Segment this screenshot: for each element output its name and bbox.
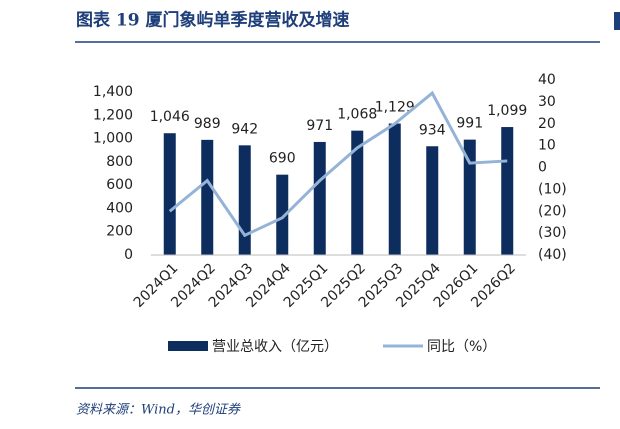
- legend-label: 同比（%）: [427, 339, 496, 355]
- data-label: 1,129: [375, 100, 415, 116]
- bar: [201, 139, 214, 255]
- bar: [313, 141, 326, 255]
- bar: [426, 146, 439, 255]
- y2-tick-label: 20: [538, 116, 556, 132]
- data-label: 991: [456, 116, 483, 132]
- y-tick-label: 1,000: [93, 131, 133, 147]
- data-label: 690: [269, 151, 296, 167]
- source: 资料来源：Wind，华创证券: [76, 403, 241, 418]
- data-label: 1,068: [337, 107, 377, 123]
- next-panel-edge: [614, 12, 620, 30]
- bar: [463, 139, 476, 255]
- bar: [276, 174, 289, 255]
- y2-tick-label: 0: [538, 160, 547, 176]
- y-tick-label: 0: [124, 247, 133, 263]
- chart-title: 图表 19 厦门象屿单季度营收及增速: [76, 10, 350, 31]
- y-tick-label: 1,200: [93, 107, 133, 123]
- y2-tick-label: (10): [538, 181, 567, 197]
- y2-tick-label: (30): [538, 225, 567, 241]
- data-label: 942: [231, 121, 258, 137]
- y2-tick-label: (40): [538, 247, 567, 263]
- y2-tick-label: 30: [538, 94, 556, 110]
- y2-tick-label: (20): [538, 203, 567, 219]
- bar: [163, 133, 176, 255]
- data-label: 934: [419, 122, 446, 138]
- legend-label: 营业总收入（亿元）: [212, 339, 338, 355]
- bar: [388, 123, 401, 255]
- bar: [501, 127, 514, 255]
- data-label: 1,099: [487, 103, 527, 119]
- data-label: 989: [194, 116, 221, 132]
- bar: [351, 130, 364, 255]
- data-label: 1,046: [150, 109, 190, 125]
- y-tick-label: 200: [106, 224, 133, 240]
- y-tick-label: 800: [106, 154, 133, 170]
- y-tick-label: 400: [106, 200, 133, 216]
- y2-tick-label: 10: [538, 138, 556, 154]
- y-tick-label: 1,400: [93, 84, 133, 100]
- bar: [238, 145, 251, 255]
- y2-tick-label: 40: [538, 72, 556, 88]
- y-tick-label: 600: [106, 177, 133, 193]
- data-label: 971: [306, 118, 333, 134]
- legend-swatch: [168, 341, 208, 351]
- line: [168, 90, 508, 238]
